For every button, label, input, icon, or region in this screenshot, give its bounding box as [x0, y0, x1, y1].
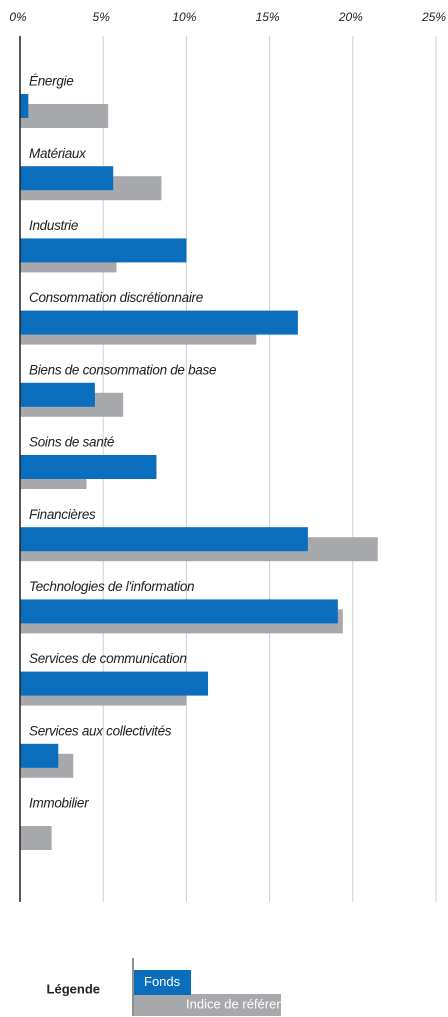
- category-label: Services aux collectivités: [29, 723, 172, 738]
- x-tick-label: 15%: [256, 10, 280, 24]
- category-label: Financières: [29, 507, 96, 522]
- category-label: Énergie: [29, 74, 73, 89]
- bar: [20, 826, 52, 850]
- bar: [20, 743, 59, 768]
- bar: [20, 104, 109, 128]
- x-tick-label: 0%: [9, 10, 27, 24]
- bar: [20, 166, 114, 191]
- bar: [20, 455, 157, 479]
- x-tick-label: 10%: [172, 10, 196, 24]
- category-label: Technologies de l'information: [29, 579, 194, 594]
- x-tick-label: 5%: [93, 10, 111, 24]
- category-label: Immobilier: [29, 796, 89, 811]
- legend-title: Légende: [47, 981, 100, 996]
- legend-label: Indice de référence: [186, 996, 297, 1011]
- bar: [20, 310, 298, 335]
- category-label: Biens de consommation de base: [29, 362, 216, 377]
- bar: [20, 238, 187, 263]
- x-tick-label: 20%: [338, 10, 363, 24]
- bar: [20, 599, 338, 624]
- bar: [20, 382, 95, 407]
- bar: [20, 527, 308, 552]
- bar: [20, 94, 29, 118]
- legend-swatch: [134, 994, 281, 1016]
- category-label: Soins de santé: [29, 435, 114, 450]
- category-label: Matériaux: [29, 146, 87, 161]
- legend-label: Fonds: [144, 974, 181, 989]
- legend-swatch: [134, 970, 191, 995]
- bar: [20, 671, 209, 696]
- category-label: Consommation discrétionnaire: [29, 290, 203, 305]
- category-label: Services de communication: [29, 651, 187, 666]
- category-label: Industrie: [29, 218, 78, 233]
- x-tick-label: 25%: [421, 10, 446, 24]
